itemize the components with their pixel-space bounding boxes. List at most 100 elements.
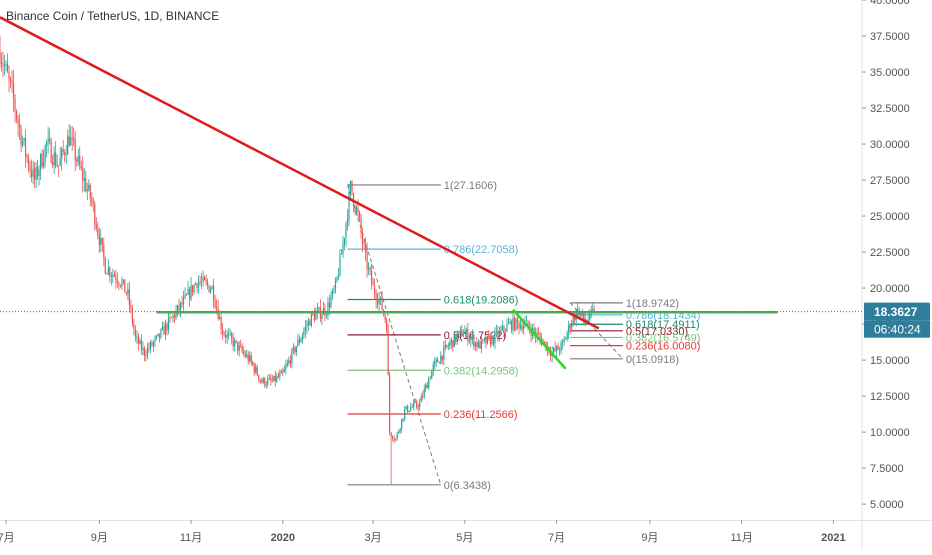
- y-tick-label: 32.5000: [870, 103, 910, 115]
- candle-body: [280, 371, 282, 374]
- candle-body: [342, 244, 344, 254]
- candle-body: [137, 336, 140, 345]
- candle-body: [3, 65, 6, 67]
- candle-body: [164, 323, 167, 335]
- candle-body: [333, 288, 335, 290]
- candle-body: [273, 375, 275, 381]
- candle-body: [590, 310, 592, 312]
- candle-body: [425, 384, 427, 390]
- candle-body: [525, 320, 528, 322]
- candle-body: [12, 83, 15, 99]
- candle-body: [486, 336, 489, 344]
- fib-small-level-label: 0.618(17.4911): [626, 319, 700, 331]
- candle-body: [246, 354, 248, 357]
- candle-body: [26, 155, 28, 159]
- candle-body: [77, 155, 79, 162]
- candle-body: [85, 178, 87, 192]
- candle-body: [589, 310, 591, 320]
- candle-body: [498, 330, 501, 337]
- fib-small-level-label: 1(18.9742): [626, 298, 679, 310]
- candle-body: [140, 340, 143, 350]
- candle-body: [116, 280, 118, 284]
- red-descending-trendline[interactable]: [0, 16, 600, 330]
- candle-body: [21, 140, 24, 146]
- candle-body: [62, 149, 64, 152]
- candle-body: [288, 360, 290, 364]
- candle-body: [234, 340, 236, 347]
- candle-body: [217, 307, 219, 320]
- axes-layer[interactable]: 5.00007.500010.000012.500015.000017.5000…: [0, 0, 930, 544]
- candle-body: [447, 346, 449, 347]
- candle-body: [462, 333, 464, 337]
- candle-body: [244, 353, 246, 357]
- candle-body: [384, 314, 386, 321]
- candle-body: [334, 281, 337, 289]
- candle-body: [574, 316, 576, 321]
- candle-body: [309, 320, 311, 326]
- candle-body: [343, 238, 346, 245]
- candle-body: [115, 276, 117, 281]
- candle-body: [95, 224, 97, 229]
- candle-body: [194, 283, 197, 285]
- y-tick-label: 5.0000: [870, 499, 904, 511]
- candle-body: [92, 201, 94, 205]
- candle-body: [229, 333, 231, 335]
- candle-body: [295, 346, 297, 353]
- countdown-value: 06:40:24: [874, 323, 921, 337]
- candle-body: [83, 178, 85, 181]
- candle-body: [0, 50, 1, 64]
- candle-body: [41, 154, 43, 167]
- candle-body: [315, 313, 317, 321]
- candle-body: [307, 320, 309, 327]
- candle-body: [568, 324, 570, 333]
- candle-body: [179, 302, 182, 310]
- candle-body: [518, 322, 520, 329]
- candle-body: [506, 324, 508, 332]
- candle-body: [435, 359, 437, 362]
- candle-body: [163, 326, 165, 335]
- candle-body: [303, 331, 305, 336]
- candle-body: [124, 279, 126, 293]
- candle-body: [279, 373, 281, 378]
- candle-body: [297, 339, 299, 347]
- candle-body: [29, 167, 31, 171]
- fib-large-level-label: 0.618(19.2086): [444, 294, 519, 306]
- candle-body: [593, 309, 595, 312]
- green-descending-trendline[interactable]: [512, 308, 567, 370]
- candle-body: [434, 361, 436, 365]
- candle-body: [327, 302, 329, 316]
- candle-body: [101, 237, 103, 245]
- candle-body: [398, 431, 400, 434]
- candle-body: [479, 341, 481, 349]
- candle-body: [306, 326, 308, 327]
- candle-body: [340, 253, 343, 255]
- candle-body: [196, 283, 198, 288]
- candle-body: [118, 283, 120, 286]
- candle-body: [237, 341, 239, 351]
- x-tick-label: 3月: [365, 532, 382, 544]
- current-price-tag[interactable]: [864, 302, 930, 321]
- candle-body: [495, 330, 498, 332]
- drawings-layer[interactable]: [0, 16, 862, 370]
- candle-body: [410, 407, 412, 411]
- candle-body: [549, 352, 552, 357]
- candle-body: [145, 355, 147, 357]
- candle-body: [351, 180, 353, 194]
- candle-body: [207, 281, 209, 286]
- y-tick-label: 27.5000: [870, 175, 910, 187]
- candle-body: [112, 274, 114, 277]
- candle-body: [504, 330, 507, 332]
- candle-body: [258, 375, 260, 380]
- candle-body: [404, 409, 406, 419]
- candle-body: [519, 325, 522, 329]
- candle-body: [521, 325, 523, 330]
- candle-body: [473, 336, 475, 347]
- candle-body: [27, 158, 30, 168]
- candle-body: [91, 198, 93, 202]
- candle-body: [17, 119, 19, 125]
- candle-body: [127, 289, 129, 294]
- candle-body: [18, 124, 21, 129]
- candle-body: [373, 285, 376, 294]
- candle-body: [157, 333, 159, 336]
